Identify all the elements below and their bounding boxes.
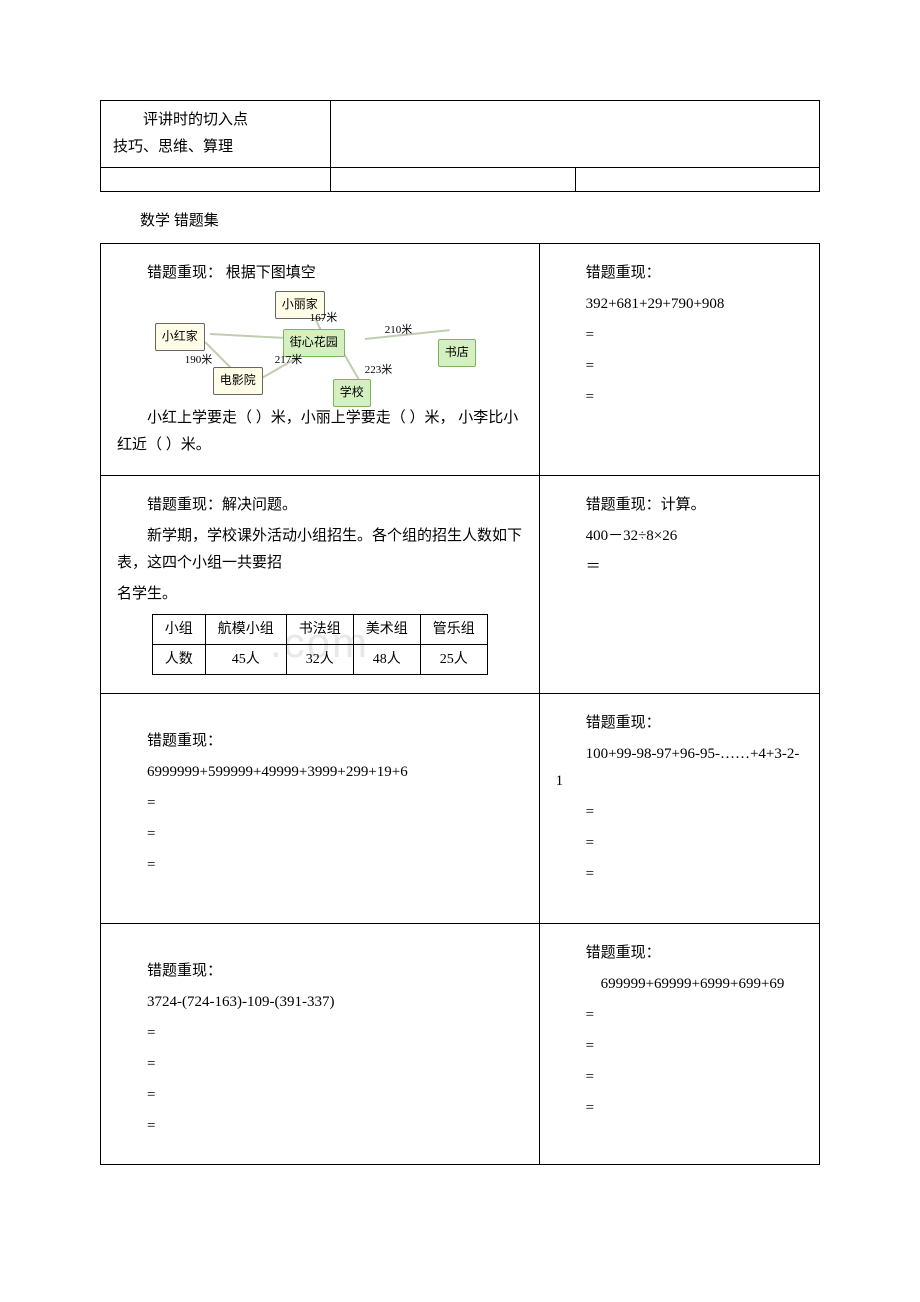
r2c2-l0: ＝ <box>556 554 803 581</box>
r1c2-title: 错题重现： <box>556 260 803 287</box>
r2c1-body2: 名学生。 <box>117 581 523 608</box>
box-bookstore: 书店 <box>438 339 476 367</box>
header-cell-right <box>331 101 820 168</box>
box-cinema: 电影院 <box>213 367 263 395</box>
header-empty-2 <box>331 168 575 192</box>
box-xiaohong: 小红家 <box>155 323 205 351</box>
r4c1-expr: 3724-(724-163)-109-(391-337) <box>117 989 523 1016</box>
dist-167: 167米 <box>310 309 338 329</box>
r4c2-title: 错题重现： <box>556 940 803 967</box>
cell-r4c1: 错题重现： 3724-(724-163)-109-(391-337) = = =… <box>101 924 540 1165</box>
at-r2: 32人 <box>286 645 353 675</box>
dist-190: 190米 <box>185 351 213 371</box>
r2c1-body1: 新学期，学校课外活动小组招生。各个组的招生人数如下表，这四个小组一共要招 <box>117 523 523 577</box>
r3c1-l1: = <box>117 821 523 848</box>
r4c2-l2: = <box>556 1064 803 1091</box>
at-r0: 人数 <box>152 645 205 675</box>
r3c2-l2: = <box>556 861 803 888</box>
at-h2: 书法组 <box>286 615 353 645</box>
r4c2-l1: = <box>556 1033 803 1060</box>
r3c2-expr: 100+99-98-97+96-95-……+4+3-2-1 <box>556 741 803 795</box>
r4c2-l3: = <box>556 1095 803 1122</box>
section-title: 数学 错题集 <box>140 208 820 235</box>
cell-r3c1: 错题重现： 6999999+599999+49999+3999+299+19+6… <box>101 694 540 924</box>
r1c2-l2: = <box>556 384 803 411</box>
r1c2-l1: = <box>556 353 803 380</box>
r3c1-l0: = <box>117 790 523 817</box>
r4c1-l1: = <box>117 1051 523 1078</box>
r1c1-title: 错题重现： 根据下图填空 <box>117 260 523 287</box>
r4c2-l0: = <box>556 1002 803 1029</box>
cell-r2c2: 错题重现：计算。 400－32÷8×26 ＝ <box>539 476 819 694</box>
r3c1-l2: = <box>117 852 523 879</box>
main-table: 错题重现： 根据下图填空 小丽家 小红家 街心花园 书店 <box>100 243 820 1165</box>
cell-r2c1: 错题重现：解决问题。 新学期，学校课外活动小组招生。各个组的招生人数如下表，这四… <box>101 476 540 694</box>
header-cell-left: 评讲时的切入点 技巧、思维、算理 <box>101 101 331 168</box>
r4c1-l0: = <box>117 1020 523 1047</box>
r4c1-l2: = <box>117 1082 523 1109</box>
r1c1-question: 小红上学要走（ ）米，小丽上学要走（ ）米， 小李比小红近（ ）米。 <box>117 405 523 459</box>
r4c1-title: 错题重现： <box>117 958 523 985</box>
at-h1: 航模小组 <box>205 615 286 645</box>
header-empty-3 <box>575 168 819 192</box>
r2c2-expr: 400－32÷8×26 <box>556 523 803 550</box>
at-r4: 25人 <box>420 645 487 675</box>
header-left-line1: 评讲时的切入点 技巧、思维、算理 <box>113 107 318 161</box>
r1c2-l0: = <box>556 322 803 349</box>
r4c1-l3: = <box>117 1113 523 1140</box>
r2c1-title: 错题重现：解决问题。 <box>117 492 523 519</box>
dist-210: 210米 <box>385 321 413 341</box>
map-diagram: 小丽家 小红家 街心花园 书店 电影院 学校 167米 210米 190米 21… <box>155 291 485 401</box>
dist-223: 223米 <box>365 361 393 381</box>
r1c2-expr: 392+681+29+790+908 <box>556 291 803 318</box>
dist-217: 217米 <box>275 351 303 371</box>
header-empty-1 <box>101 168 331 192</box>
box-school: 学校 <box>333 379 371 407</box>
at-r1: 45人 <box>205 645 286 675</box>
at-h3: 美术组 <box>353 615 420 645</box>
r3c2-l1: = <box>556 830 803 857</box>
cell-r4c2: 错题重现： 699999+69999+6999+699+69 = = = = <box>539 924 819 1165</box>
header-table: 评讲时的切入点 技巧、思维、算理 <box>100 100 820 192</box>
cell-r1c1: 错题重现： 根据下图填空 小丽家 小红家 街心花园 书店 <box>101 244 540 476</box>
cell-r1c2: 错题重现： 392+681+29+790+908 = = = <box>539 244 819 476</box>
at-h4: 管乐组 <box>420 615 487 645</box>
r4c2-expr: 699999+69999+6999+699+69 <box>556 971 803 998</box>
r3c1-expr: 6999999+599999+49999+3999+299+19+6 <box>117 759 523 786</box>
r2c2-title: 错题重现：计算。 <box>556 492 803 519</box>
r3c2-title: 错题重现： <box>556 710 803 737</box>
at-r3: 48人 <box>353 645 420 675</box>
at-h0: 小组 <box>152 615 205 645</box>
r3c1-title: 错题重现： <box>117 728 523 755</box>
cell-r3c2: 错题重现： 100+99-98-97+96-95-……+4+3-2-1 = = … <box>539 694 819 924</box>
activity-table: 小组 航模小组 书法组 美术组 管乐组 人数 45人 32人 48人 25人 <box>152 614 488 675</box>
r3c2-l0: = <box>556 799 803 826</box>
